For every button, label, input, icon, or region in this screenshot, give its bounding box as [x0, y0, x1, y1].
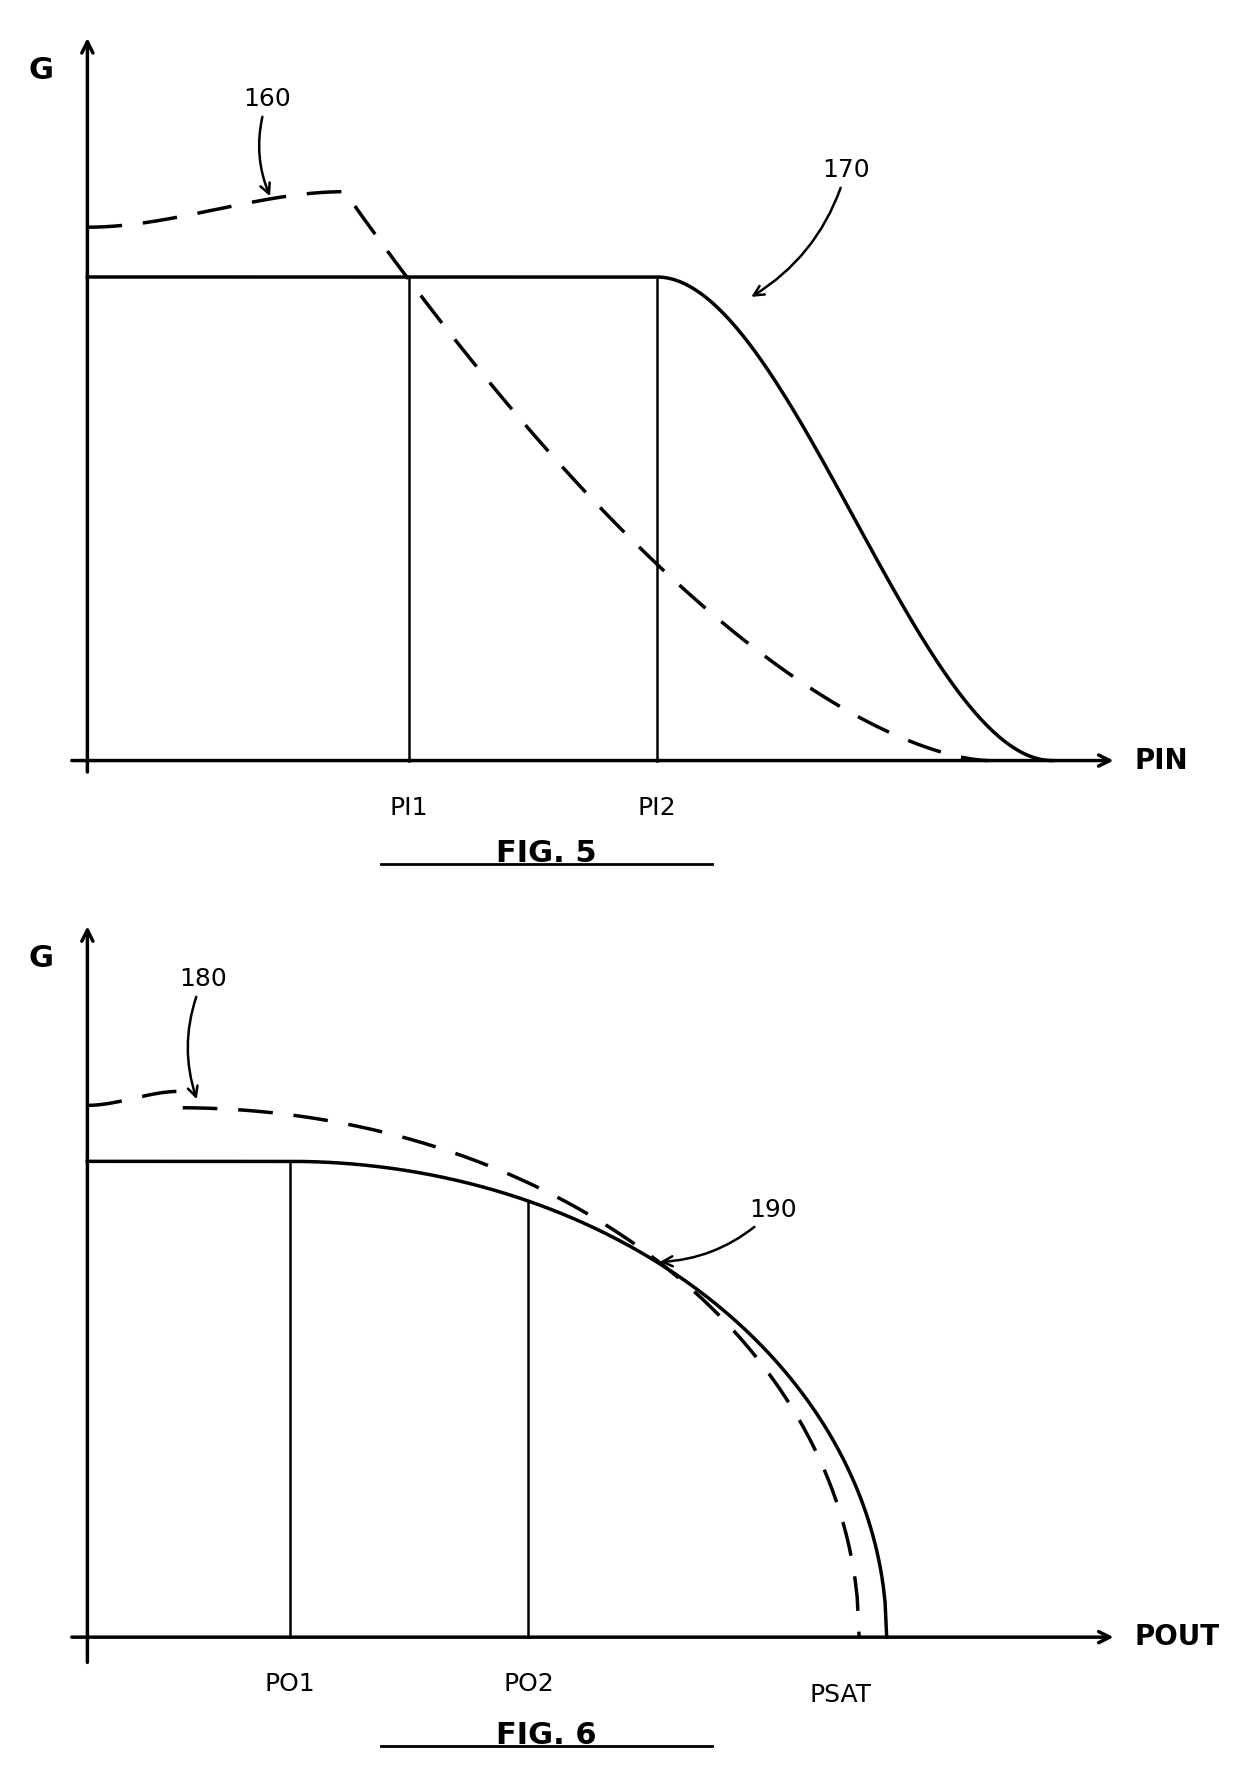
- Text: PI2: PI2: [637, 797, 676, 820]
- Text: PO1: PO1: [264, 1673, 315, 1696]
- Text: PI1: PI1: [389, 797, 428, 820]
- Text: FIG. 5: FIG. 5: [496, 838, 598, 867]
- Text: PSAT: PSAT: [810, 1684, 872, 1707]
- Text: 180: 180: [180, 967, 227, 1096]
- Text: G: G: [29, 944, 55, 973]
- Text: 170: 170: [754, 158, 870, 296]
- Text: PIN: PIN: [1135, 747, 1188, 774]
- Text: 190: 190: [662, 1198, 796, 1266]
- Text: 160: 160: [243, 88, 291, 193]
- Text: FIG. 6: FIG. 6: [496, 1721, 598, 1750]
- Text: PO2: PO2: [503, 1673, 554, 1696]
- Text: G: G: [29, 56, 55, 86]
- Text: POUT: POUT: [1135, 1623, 1220, 1651]
